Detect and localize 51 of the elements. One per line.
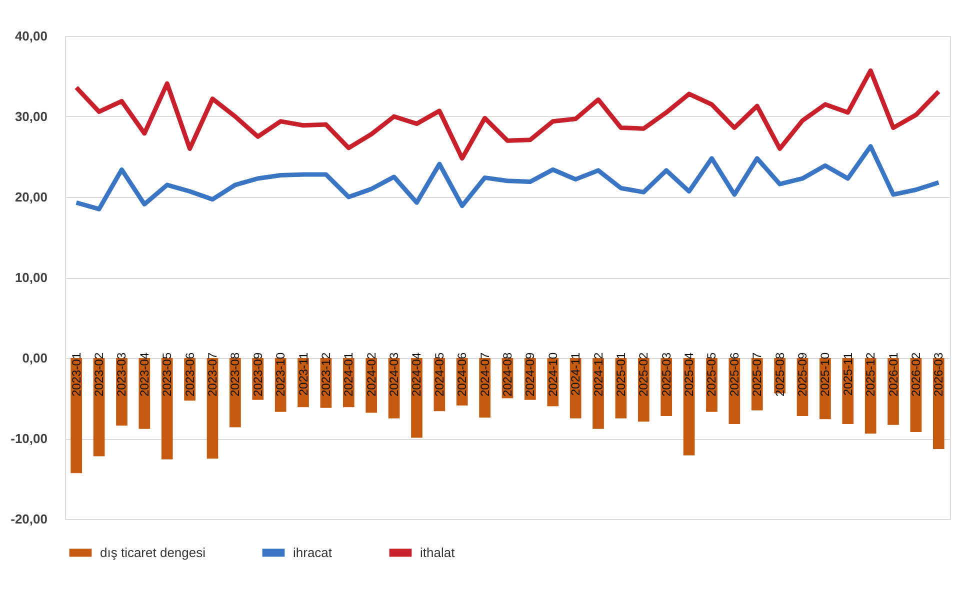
x-tick-label: 2023-10	[274, 352, 288, 397]
x-tick-label: 2023-06	[182, 352, 197, 397]
x-tick-label: 2023-08	[228, 352, 242, 397]
y-tick-label: -20,00	[10, 512, 48, 526]
x-tick-label: 2025-06	[727, 352, 742, 397]
x-tick-label: 2025-08	[772, 352, 787, 397]
x-tick-label: 2024-02	[364, 352, 378, 397]
x-tick-label: 2025-03	[659, 352, 674, 397]
y-tick-label: 0,00	[22, 350, 48, 366]
line-series	[74, 68, 941, 161]
x-tick-label: 2023-07	[206, 352, 220, 397]
x-tick-label: 2023-02	[92, 352, 106, 397]
x-tick-label: 2024-03	[387, 352, 402, 397]
x-tick-label: 2024-10	[546, 352, 560, 397]
legend-label: ithalat	[420, 544, 456, 560]
x-tick-label: 2024-01	[342, 352, 356, 397]
x-tick-label: 2025-04	[682, 352, 696, 397]
x-tick-label: 2025-02	[636, 352, 651, 397]
x-tick-label: 2023-05	[160, 352, 174, 397]
x-tick-label: 2024-12	[591, 352, 606, 397]
legend-label: ihracat	[293, 544, 332, 560]
x-tick-label: 2024-04	[410, 352, 424, 397]
x-tick-label: 2023-09	[250, 352, 265, 397]
x-tick-label: 2024-09	[523, 352, 538, 397]
x-tick-label: 2025-07	[750, 352, 764, 397]
x-tick-label: 2025-05	[704, 352, 719, 397]
x-tick-label: 2024-07	[478, 352, 492, 397]
x-tick-label: 2024-05	[432, 352, 446, 397]
y-tick-label: 10,00	[14, 270, 48, 285]
x-tick-label: 2023-12	[318, 352, 333, 397]
x-tick-label: 2026-03	[932, 352, 946, 397]
x-tick-label: 2024-08	[500, 352, 514, 397]
legend-label: dış ticaret dengesi	[100, 544, 206, 560]
x-tick-label: 2025-12	[864, 352, 878, 397]
x-tick-label: 2025-01	[614, 352, 628, 397]
y-tick-label: 30,00	[14, 109, 48, 124]
y-tick-label: 40,00	[14, 28, 48, 44]
x-tick-label: 2026-02	[908, 352, 923, 397]
y-tick-label: 20,00	[14, 190, 48, 204]
x-tick-label: 2024-06	[455, 352, 470, 397]
x-tick-label: 2023-01	[69, 352, 84, 397]
x-tick-label: 2025-11	[840, 352, 855, 396]
line-series	[74, 144, 941, 212]
x-tick-label: 2025-10	[818, 352, 832, 397]
x-tick-label: 2024-11	[568, 352, 583, 396]
x-tick-label: 2023-03	[114, 352, 129, 397]
x-tick-label: 2023-04	[137, 352, 152, 397]
x-tick-label: 2023-11	[296, 352, 310, 396]
x-tick-label: 2026-01	[886, 352, 900, 397]
y-tick-label: -10,00	[10, 431, 48, 446]
x-tick-label: 2025-09	[796, 352, 810, 397]
